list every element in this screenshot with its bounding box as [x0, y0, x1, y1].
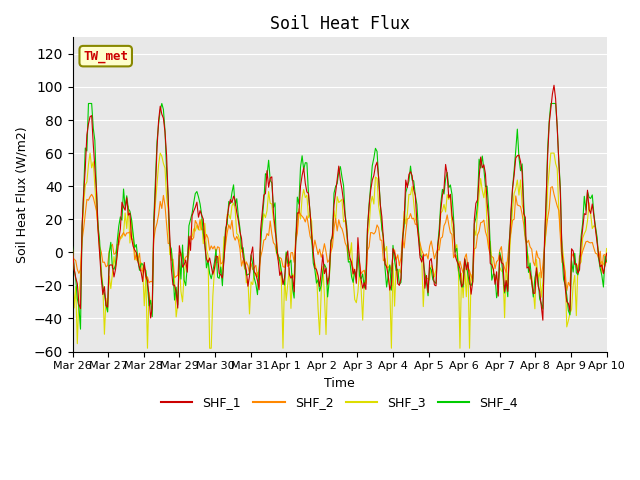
- SHF_4: [84, 101, 92, 107]
- SHF_2: [68, 253, 76, 259]
- SHF_1: [603, 251, 611, 256]
- SHF_2: [563, 288, 571, 294]
- SHF_1: [228, 200, 236, 205]
- SHF_3: [509, 206, 516, 212]
- SHF_2: [187, 233, 195, 239]
- SHF_2: [548, 184, 556, 190]
- Line: SHF_4: SHF_4: [72, 104, 607, 329]
- Line: SHF_1: SHF_1: [72, 85, 607, 320]
- SHF_4: [372, 145, 380, 151]
- SHF_3: [143, 345, 151, 351]
- X-axis label: Time: Time: [324, 377, 355, 390]
- Text: TW_met: TW_met: [83, 49, 128, 63]
- SHF_2: [512, 193, 520, 199]
- SHF_2: [228, 217, 236, 223]
- SHF_3: [68, 263, 76, 268]
- SHF_1: [68, 246, 76, 252]
- SHF_1: [75, 301, 83, 307]
- SHF_2: [75, 271, 83, 276]
- Title: Soil Heat Flux: Soil Heat Flux: [269, 15, 410, 33]
- Line: SHF_3: SHF_3: [72, 153, 607, 348]
- SHF_2: [603, 260, 611, 265]
- Line: SHF_2: SHF_2: [72, 187, 607, 291]
- SHF_1: [187, 248, 195, 253]
- SHF_2: [506, 237, 513, 243]
- SHF_3: [515, 192, 523, 198]
- SHF_4: [68, 243, 76, 249]
- SHF_1: [512, 155, 520, 161]
- SHF_1: [369, 177, 376, 183]
- SHF_3: [231, 206, 239, 212]
- SHF_4: [231, 203, 239, 209]
- SHF_3: [75, 294, 83, 300]
- SHF_1: [539, 317, 547, 323]
- SHF_2: [369, 230, 376, 236]
- Y-axis label: Soil Heat Flux (W/m2): Soil Heat Flux (W/m2): [15, 126, 28, 263]
- SHF_3: [190, 226, 198, 232]
- Legend: SHF_1, SHF_2, SHF_3, SHF_4: SHF_1, SHF_2, SHF_3, SHF_4: [156, 391, 523, 414]
- SHF_4: [515, 155, 523, 160]
- SHF_4: [509, 184, 516, 190]
- SHF_4: [603, 259, 611, 264]
- SHF_3: [603, 246, 611, 252]
- SHF_3: [372, 174, 380, 180]
- SHF_1: [506, 244, 513, 250]
- SHF_4: [77, 326, 84, 332]
- SHF_4: [190, 200, 198, 205]
- SHF_3: [86, 150, 94, 156]
- SHF_1: [550, 83, 558, 88]
- SHF_4: [75, 304, 83, 310]
